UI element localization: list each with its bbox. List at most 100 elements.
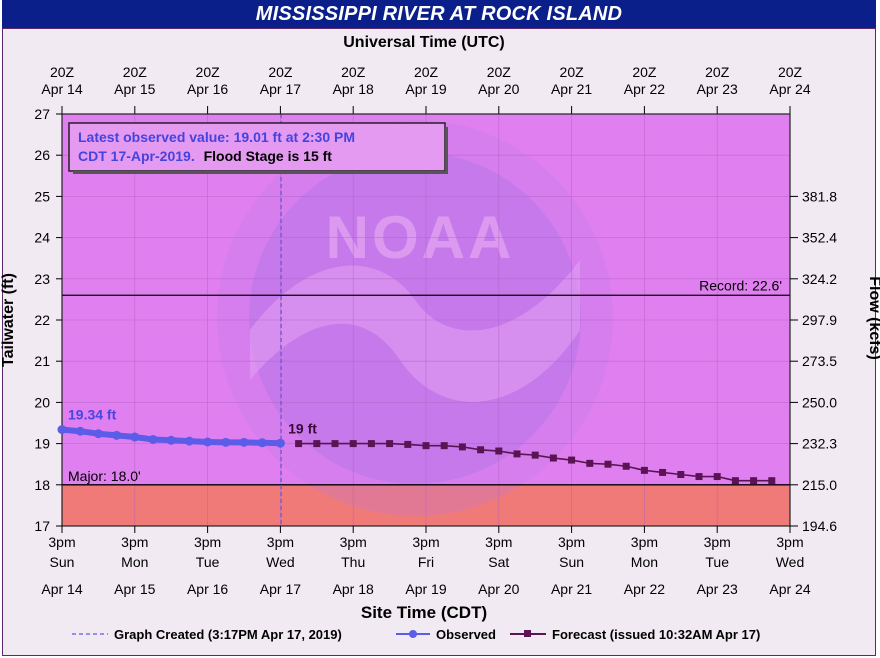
bottom-tick-time: 3pm xyxy=(267,534,294,550)
observed-point xyxy=(203,437,213,447)
bottom-tick-date: Apr 17 xyxy=(260,581,301,597)
bottom-tick-day: Tue xyxy=(705,554,729,570)
forecast-point xyxy=(586,459,594,467)
observed-point xyxy=(257,438,267,448)
right-tick-label: 250.0 xyxy=(802,394,837,410)
forecast-point xyxy=(604,460,612,468)
forecast-point xyxy=(622,462,630,470)
bottom-axis-title: Site Time (CDT) xyxy=(361,603,487,622)
top-tick-utc: 20Z xyxy=(341,64,366,80)
top-tick-date: Apr 21 xyxy=(551,81,592,97)
observed-point xyxy=(221,437,231,447)
top-tick-utc: 20Z xyxy=(705,64,730,80)
legend-observed: Observed xyxy=(436,627,496,642)
top-tick-utc: 20Z xyxy=(50,64,75,80)
bottom-tick-time: 3pm xyxy=(485,534,512,550)
right-tick-label: 297.9 xyxy=(802,312,837,328)
forecast-point xyxy=(367,440,375,448)
observed-point xyxy=(57,425,67,435)
forecast-point xyxy=(531,451,539,459)
right-axis: 194.6 215.0 232.3 250.0 273.5 297.9 324.2 352.4… xyxy=(790,188,837,534)
forecast-point xyxy=(768,477,776,485)
left-tick-label: 19 xyxy=(34,436,50,452)
top-tick-utc: 20Z xyxy=(196,64,221,80)
top-tick-date: Apr 24 xyxy=(769,81,810,97)
bottom-tick-day: Mon xyxy=(631,554,658,570)
forecast-point xyxy=(331,440,339,448)
forecast-point xyxy=(386,440,394,448)
top-tick-date: Apr 23 xyxy=(697,81,738,97)
forecast-series xyxy=(295,440,776,485)
bottom-tick-time: 3pm xyxy=(412,534,439,550)
record-stage-label: Record: 22.6' xyxy=(699,277,782,293)
bottom-tick-time: 3pm xyxy=(194,534,221,550)
top-tick-date: Apr 17 xyxy=(260,81,301,97)
right-tick-label: 381.8 xyxy=(802,188,837,204)
top-tick-date: Apr 20 xyxy=(478,81,519,97)
bottom-tick-time: 3pm xyxy=(48,534,75,550)
top-tick-utc: 20Z xyxy=(487,64,512,80)
observed-point xyxy=(112,430,122,440)
noaa-logo-watermark: NOAA xyxy=(217,120,613,516)
bottom-axis: 3pm Sun Apr 14 3pm Mon Apr 15 3pm Tue Apr 16 3pm W… xyxy=(41,526,811,597)
bottom-tick-time: 3pm xyxy=(121,534,148,550)
right-tick-label: 194.6 xyxy=(802,518,837,534)
bottom-tick-date: Apr 15 xyxy=(114,581,155,597)
bottom-tick-day: Sun xyxy=(559,554,584,570)
forecast-point xyxy=(349,440,357,448)
major-stage-label: Major: 18.0' xyxy=(68,468,141,484)
bottom-tick-day: Thu xyxy=(341,554,365,570)
top-tick-utc: 20Z xyxy=(778,64,803,80)
top-tick-date: Apr 18 xyxy=(333,81,374,97)
annotation-line1: Latest observed value: 19.01 ft at 2:30 … xyxy=(78,129,355,145)
bottom-tick-date: Apr 18 xyxy=(333,581,374,597)
observed-point xyxy=(275,438,285,448)
forecast-point xyxy=(313,440,321,448)
bottom-tick-day: Sun xyxy=(50,554,75,570)
annotation-shadow xyxy=(445,127,448,174)
left-axis-title: Tailwater (ft) xyxy=(0,273,17,367)
observed-point xyxy=(166,435,176,445)
bottom-tick-date: Apr 23 xyxy=(697,581,738,597)
forecast-point xyxy=(750,477,758,485)
chart-title: MISSISSIPPI RIVER AT ROCK ISLAND xyxy=(2,0,876,28)
left-tick-label: 21 xyxy=(34,353,50,369)
forecast-point xyxy=(404,440,412,448)
observed-point xyxy=(130,432,140,442)
bottom-tick-time: 3pm xyxy=(631,534,658,550)
forecast-point xyxy=(495,447,503,455)
bottom-tick-date: Apr 24 xyxy=(769,581,810,597)
bottom-tick-day: Wed xyxy=(266,554,295,570)
top-tick-date: Apr 14 xyxy=(41,81,82,97)
bottom-tick-day: Fri xyxy=(418,554,434,570)
forecast-point xyxy=(695,473,703,481)
right-tick-label: 232.3 xyxy=(802,436,837,452)
forecast-point xyxy=(713,473,721,481)
bottom-tick-date: Apr 19 xyxy=(405,581,446,597)
legend-forecast-marker xyxy=(524,630,531,637)
top-tick-date: Apr 22 xyxy=(624,81,665,97)
legend-graph-created: Graph Created (3:17PM Apr 17, 2019) xyxy=(114,627,342,642)
legend-forecast: Forecast (issued 10:32AM Apr 17) xyxy=(552,627,760,642)
forecast-point xyxy=(659,468,667,476)
bottom-tick-day: Wed xyxy=(776,554,805,570)
left-tick-label: 20 xyxy=(34,394,50,410)
top-tick-date: Apr 16 xyxy=(187,81,228,97)
latest-observed-annotation: Latest observed value: 19.01 ft at 2:30 … xyxy=(68,122,448,174)
forecast-point xyxy=(422,442,430,450)
right-tick-label: 273.5 xyxy=(802,353,837,369)
annotation-line2-date: CDT 17-Apr-2019. xyxy=(78,148,195,164)
bottom-tick-time: 3pm xyxy=(704,534,731,550)
top-tick-utc: 20Z xyxy=(414,64,439,80)
observed-start-label: 19.34 ft xyxy=(68,407,117,423)
legend-observed-marker xyxy=(409,630,417,638)
right-tick-label: 215.0 xyxy=(802,477,837,493)
forecast-point xyxy=(295,440,303,448)
left-tick-label: 18 xyxy=(34,477,50,493)
bottom-tick-date: Apr 20 xyxy=(478,581,519,597)
forecast-point xyxy=(549,454,557,462)
bottom-tick-time: 3pm xyxy=(558,534,585,550)
